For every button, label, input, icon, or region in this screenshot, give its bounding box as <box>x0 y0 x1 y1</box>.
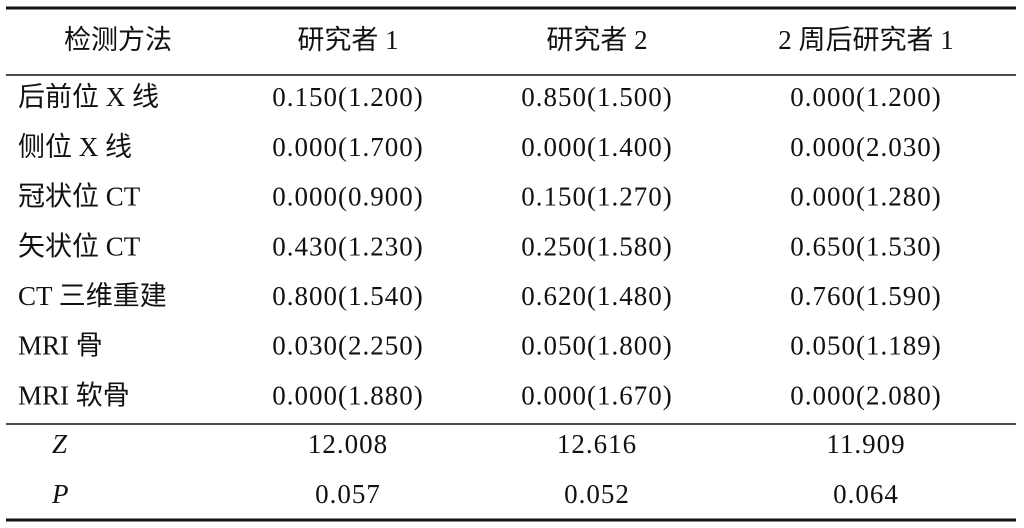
cell: 0.620(1.480) <box>521 281 672 311</box>
cell: 0.050(1.189) <box>790 331 941 361</box>
header-cell: 2 周后研究者 1 <box>778 25 954 55</box>
cell: 0.250(1.580) <box>521 231 672 261</box>
cell: 0.030(2.250) <box>272 331 423 361</box>
row-label: 侧位 X 线 <box>18 132 132 162</box>
cell: 0.760(1.590) <box>790 281 941 311</box>
stat-cell: 0.064 <box>833 479 899 509</box>
cell: 0.000(1.400) <box>521 132 672 162</box>
row-label: MRI 软骨 <box>18 380 130 410</box>
row-label: 冠状位 CT <box>18 182 141 212</box>
cell: 0.150(1.270) <box>521 182 672 212</box>
cell: 0.430(1.230) <box>272 231 423 261</box>
stat-cell: 12.008 <box>308 429 388 459</box>
header-cell: 检测方法 <box>64 25 172 55</box>
stat-cell: 12.616 <box>557 429 637 459</box>
cell: 0.000(1.670) <box>521 380 672 410</box>
cell: 0.000(1.200) <box>790 82 941 112</box>
row-label: 矢状位 CT <box>18 231 141 261</box>
cell: 0.850(1.500) <box>521 82 672 112</box>
cell: 0.000(1.280) <box>790 182 941 212</box>
stat-cell: 11.909 <box>826 429 905 459</box>
stat-cell: 0.057 <box>315 479 381 509</box>
header-cell: 研究者 1 <box>297 25 398 55</box>
cell: 0.050(1.800) <box>521 331 672 361</box>
header-cell: 研究者 2 <box>546 25 647 55</box>
cell: 0.800(1.540) <box>272 281 423 311</box>
row-label: MRI 骨 <box>18 331 103 361</box>
cell: 0.000(1.700) <box>272 132 423 162</box>
row-label: CT 三维重建 <box>18 281 167 311</box>
row-label: 后前位 X 线 <box>18 82 159 112</box>
cell: 0.150(1.200) <box>272 82 423 112</box>
stat-label: Z <box>52 429 68 459</box>
cell: 0.000(2.080) <box>790 380 941 410</box>
stat-cell: 0.052 <box>564 479 630 509</box>
cell: 0.000(0.900) <box>272 182 423 212</box>
cell: 0.000(2.030) <box>790 132 941 162</box>
cell: 0.650(1.530) <box>790 231 941 261</box>
cell: 0.000(1.880) <box>272 380 423 410</box>
stat-label: P <box>51 479 69 509</box>
